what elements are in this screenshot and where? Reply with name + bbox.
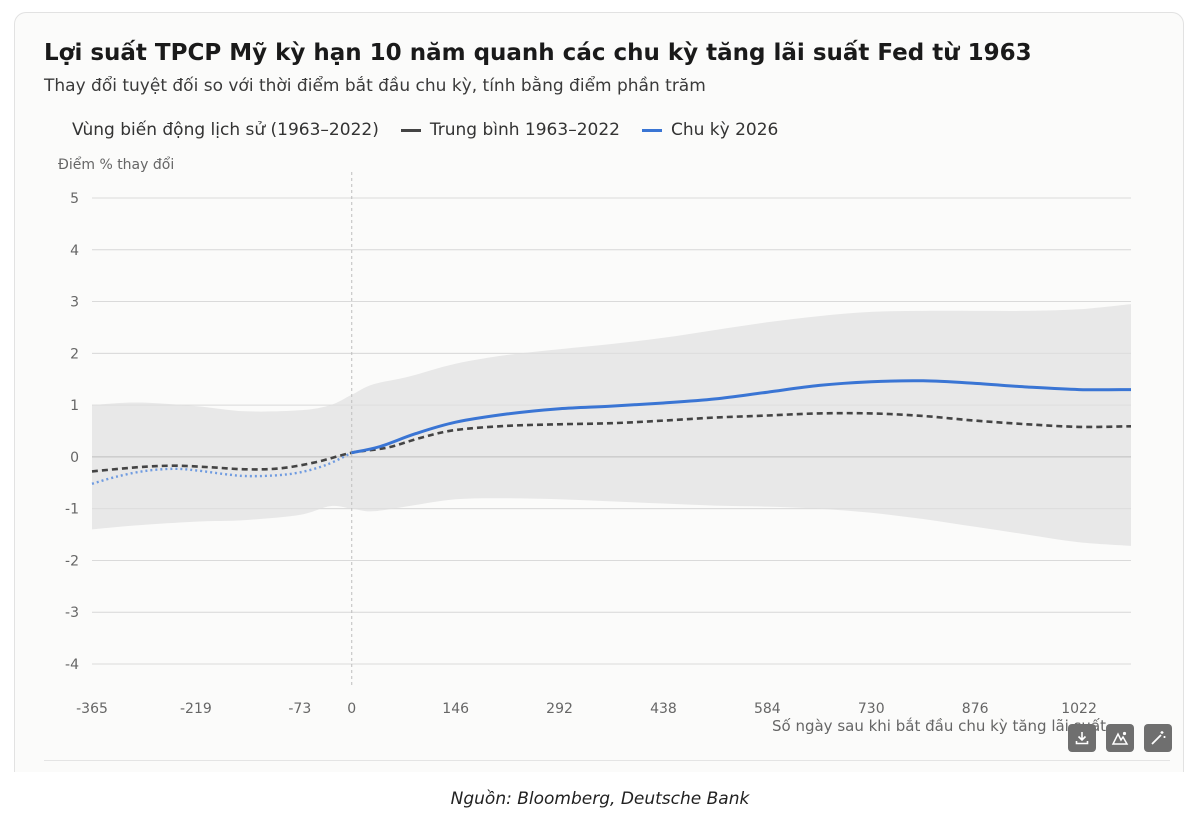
chart-legend: Vùng biến động lịch sử (1963–2022) Trung…: [72, 120, 800, 140]
legend-label-band: Vùng biến động lịch sử (1963–2022): [72, 120, 379, 140]
series-line-average: [91, 411, 1132, 473]
legend-label-average: Trung bình 1963–2022: [429, 120, 620, 140]
legend-label-cycle-2026: Chu kỳ 2026: [670, 120, 779, 140]
download-button[interactable]: [1068, 724, 1096, 752]
y-tick-label: 0: [70, 450, 79, 466]
card-divider: [44, 760, 1170, 761]
y-tick-label: -4: [65, 657, 79, 673]
x-tick-label: 876: [962, 701, 989, 717]
chart-subtitle: Thay đổi tuyệt đối so với thời điểm bắt …: [44, 76, 706, 96]
historical-range-band: [92, 304, 1131, 546]
x-tick-label: 438: [650, 701, 677, 717]
image-export-icon: [1111, 731, 1129, 745]
magic-icon: [1151, 731, 1166, 745]
x-tick-label: 584: [754, 701, 781, 717]
legend-swatch-cycle-2026: [641, 128, 662, 132]
y-tick-label: 1: [70, 398, 79, 414]
x-tick-label: 1022: [1061, 701, 1097, 717]
legend-swatch-average: [400, 128, 421, 132]
x-tick-label: -219: [180, 701, 212, 717]
series-line-cycle-2026: [351, 379, 1132, 455]
x-tick-label: 292: [546, 701, 573, 717]
series-line-cycle-2026-pre: [91, 451, 353, 485]
y-tick-label: 3: [70, 295, 79, 311]
x-tick-label: -365: [76, 701, 108, 717]
x-tick-label: -73: [288, 701, 311, 717]
legend-item-cycle-2026[interactable]: Chu kỳ 2026: [641, 120, 779, 140]
y-tick-label: 4: [70, 243, 79, 259]
y-tick-label: -2: [65, 553, 79, 569]
image-export-button[interactable]: [1106, 724, 1134, 752]
y-tick-label: -1: [65, 502, 79, 518]
x-tick-label: 146: [442, 701, 469, 717]
chart-title: Lợi suất TPCP Mỹ kỳ hạn 10 năm quanh các…: [44, 40, 1032, 66]
source-note: Nguồn: Bloomberg, Deutsche Bank: [450, 789, 750, 809]
chart-toolbar: [1068, 724, 1182, 752]
download-icon: [1075, 732, 1089, 745]
y-tick-label: 5: [70, 191, 79, 207]
y-axis-title: Điểm % thay đổi: [58, 157, 175, 173]
x-tick-label: 0: [347, 701, 356, 717]
legend-item-average[interactable]: Trung bình 1963–2022: [400, 120, 620, 140]
x-axis-title: Số ngày sau khi bắt đầu chu kỳ tăng lãi …: [772, 717, 1107, 735]
y-tick-label: -3: [65, 605, 79, 621]
x-tick-label: 730: [858, 701, 885, 717]
y-tick-label: 2: [70, 346, 79, 362]
magic-button[interactable]: [1144, 724, 1172, 752]
legend-item-band[interactable]: Vùng biến động lịch sử (1963–2022): [72, 120, 379, 140]
